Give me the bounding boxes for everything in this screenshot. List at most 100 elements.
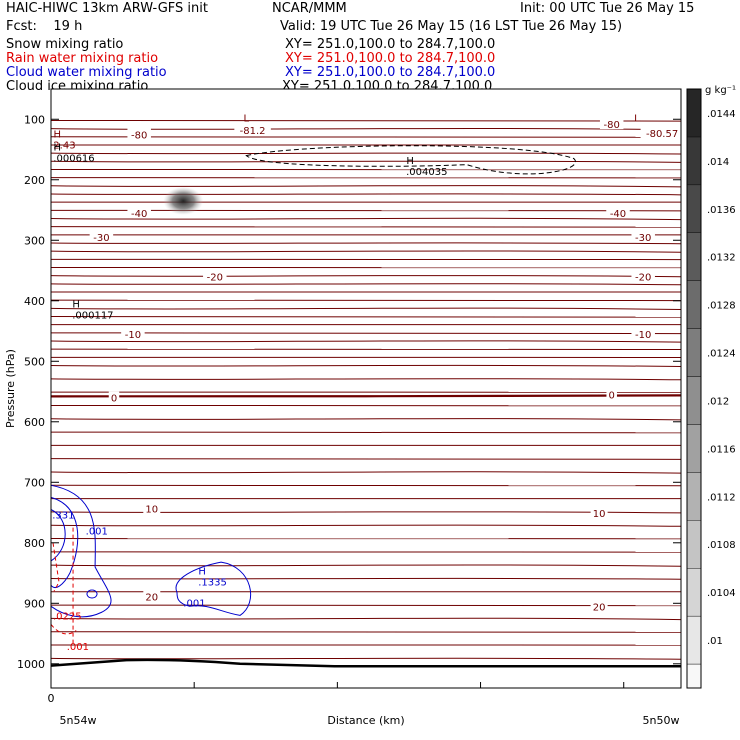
temperature-label-bg (631, 328, 655, 340)
colorbar-swatch (686, 232, 702, 281)
rain-label: .0225 (53, 612, 82, 623)
y-tick-label: 400 (24, 295, 45, 308)
temperature-label: -10 (125, 330, 141, 341)
temperature-contour (50, 315, 682, 318)
temperature-contour (50, 185, 682, 188)
temperature-contour (50, 657, 682, 660)
temperature-label-bg (143, 502, 161, 514)
extremum-marker: H (198, 566, 206, 577)
colorbar-swatch (686, 568, 702, 617)
extremum-marker: H (54, 143, 62, 154)
colorbar-swatch (686, 328, 702, 377)
field-cloudwater-name: Cloud water mixing ratio (6, 65, 167, 80)
temperature-label: 10 (145, 504, 158, 515)
colorbar-tick-label: .012 (707, 396, 729, 407)
colorbar-tick-label: .0104 (707, 588, 736, 599)
temperature-label-bg (640, 127, 684, 139)
temperature-contour (50, 604, 682, 607)
snow-maximum-shading (163, 186, 204, 215)
extremum-value: .1335 (198, 577, 227, 588)
contour-labels: -80 -81.2 -80 -80.57 -40 -40 -30 -30 -20 -20 -10 -1… (52, 114, 684, 653)
org-label: NCAR/MMM (272, 1, 347, 16)
colorbar-swatch (686, 424, 702, 473)
temperature-contour (50, 274, 682, 278)
field-snow-xy: XY= 251.0,100.0 to 284.7,100.0 (285, 37, 496, 52)
rain-label: .001 (67, 642, 89, 653)
colorbar: .01 .0104 .0108 .0112 .0116 .012 .0124 .0128 .01… (686, 85, 736, 689)
temperature-contour (50, 418, 682, 421)
y-tick-label: 800 (24, 537, 45, 550)
temperature-contour (50, 250, 682, 253)
temperature-label: -40 (131, 209, 147, 220)
temperature-label: -20 (635, 273, 651, 284)
temperature-contour (50, 378, 682, 381)
plot-frame (51, 89, 681, 688)
temperature-label: -80.57 (646, 129, 678, 140)
cloud-water-label: .001 (183, 598, 205, 609)
colorbar-tick-label: .0144 (707, 109, 736, 120)
extremum-marker: H (54, 129, 62, 140)
temperature-contour (50, 127, 682, 131)
y-tick-label: 500 (24, 355, 45, 368)
temperature-contour (50, 564, 682, 567)
y-tick-label: 600 (24, 416, 45, 429)
colorbar-swatch (686, 472, 702, 521)
temperature-contour (50, 631, 682, 633)
colorbar-swatch (686, 136, 702, 186)
temperature-label-bg (143, 590, 161, 602)
cloud-ice-contour (245, 145, 577, 175)
temperature-label-bg (590, 507, 608, 519)
y-tick-label: 700 (24, 476, 45, 489)
colorbar-tick-label: .0132 (707, 253, 736, 264)
temperature-label-bg (203, 270, 227, 282)
y-axis-title: Pressure (hPa) (4, 349, 17, 428)
init-time: Init: 00 UTC Tue 26 May 15 (520, 1, 695, 16)
extremum-marker: H (72, 299, 80, 310)
temperature-contour (50, 471, 682, 474)
colorbar-swatch (686, 88, 702, 138)
temperature-contour (50, 511, 682, 514)
field-rain-name: Rain water mixing ratio (6, 51, 159, 66)
temperature-label-bg (631, 231, 655, 243)
temperature-label: -80 (604, 120, 620, 131)
temperature-contour (50, 617, 682, 621)
temperature-contour (50, 283, 682, 286)
temperature-label: -30 (93, 233, 109, 244)
extremum-marker: L (244, 114, 250, 125)
cloud-water-label: .001 (86, 526, 108, 537)
extremum-marker: L (634, 114, 640, 125)
colorbar-tick-label: .014 (707, 157, 729, 168)
temperature-label: 20 (145, 593, 158, 604)
cloud-water-contour (86, 589, 98, 599)
temperature-label-bg (234, 124, 271, 136)
y-tick-label: 300 (24, 234, 45, 247)
temperature-contour (50, 458, 682, 460)
temperature-contour (50, 193, 682, 196)
temperature-label: 0 (609, 391, 615, 402)
colorbar-unit: g kg⁻¹ (705, 85, 736, 96)
temperature-contour (50, 242, 682, 245)
temperature-label: -30 (635, 233, 651, 244)
temperature-contour (50, 209, 682, 212)
y-tick-label: 200 (24, 174, 45, 187)
temperature-contour (50, 226, 682, 228)
temperature-label-bg (606, 207, 630, 219)
colorbar-swatch (686, 520, 702, 569)
colorbar-tick-label: .0116 (707, 444, 736, 455)
temperature-contour (50, 152, 682, 155)
temperature-label: 0 (111, 394, 117, 405)
temperature-contour (50, 119, 682, 122)
cloud-water-label: .331 (52, 511, 74, 522)
field-rain-xy: XY= 251.0,100.0 to 284.7,100.0 (285, 51, 496, 66)
plot-background (51, 89, 681, 688)
colorbar-swatch (686, 184, 702, 233)
zero-isotherm (50, 394, 682, 398)
extremum-value: .000616 (53, 154, 94, 165)
extremum-value: .000117 (72, 310, 113, 321)
x-tick-label: 0 (48, 692, 55, 705)
temperature-label-bg (127, 128, 151, 140)
forecast-hour: Fcst: 19 h (6, 19, 83, 34)
colorbar-border (686, 88, 702, 689)
